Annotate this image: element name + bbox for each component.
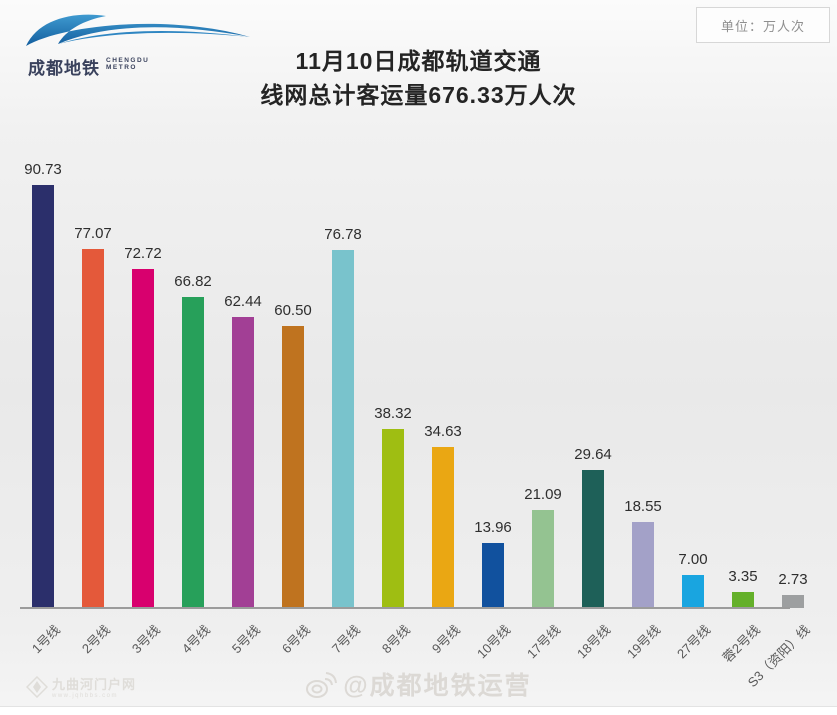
- value-label-17号线: 21.09: [524, 486, 562, 503]
- bar-slot-6号线: 60.50 6号线: [268, 156, 318, 656]
- bar-9号线: [432, 447, 454, 608]
- value-label-6号线: 60.50: [274, 302, 312, 319]
- value-label-19号线: 18.55: [624, 498, 662, 515]
- bar-slot-5号线: 62.44 5号线: [218, 156, 268, 656]
- bar-17号线: [532, 510, 554, 608]
- unit-label: 单位：万人次: [720, 18, 805, 34]
- value-label-27号线: 7.00: [678, 551, 708, 568]
- bar-1号线: [32, 185, 54, 608]
- bar-slot-19号线: 18.55 19号线: [618, 156, 668, 661]
- unit-label-box: 单位：万人次: [696, 7, 830, 43]
- x-axis-label-19号线: 19号线: [623, 622, 663, 662]
- bar-slot-S3（资阳）线: 2.73 S3（资阳）线: [745, 156, 818, 690]
- portal-logo-icon: [26, 675, 48, 698]
- bar-slot-27号线: 7.00 27号线: [668, 156, 718, 661]
- x-axis-label-6号线: 6号线: [278, 622, 313, 657]
- bar-slot-7号线: 76.78 7号线: [318, 156, 368, 656]
- value-label-18号线: 29.64: [574, 446, 612, 463]
- x-axis-label-8号线: 8号线: [378, 622, 413, 657]
- x-axis-label-18号线: 18号线: [573, 622, 613, 662]
- x-axis-label-蓉2号线: 蓉2号线: [719, 622, 763, 666]
- bar-27号线: [682, 575, 704, 608]
- x-axis-line: [20, 607, 790, 609]
- x-axis-label-2号线: 2号线: [78, 622, 113, 657]
- logo-chinese-text: 成都地铁: [28, 59, 100, 78]
- portal-watermark: 九曲河门户网 www.jqhbbs.com: [26, 674, 136, 699]
- chart-title: 11月10日成都轨道交通 线网总计客运量676.33万人次: [0, 44, 837, 112]
- bar-slot-4号线: 66.82 4号线: [168, 156, 218, 656]
- weibo-watermark-text: @成都地铁运营: [343, 672, 532, 700]
- chart-title-line1: 11月10日成都轨道交通: [295, 48, 542, 74]
- bar-slot-17号线: 21.09 17号线: [518, 156, 568, 661]
- value-label-3号线: 72.72: [124, 245, 162, 262]
- x-axis-label-10号线: 10号线: [473, 622, 513, 662]
- value-label-1号线: 90.73: [24, 161, 62, 178]
- bar-slot-18号线: 29.64 18号线: [568, 156, 618, 661]
- bar-slot-2号线: 77.07 2号线: [68, 156, 118, 656]
- bar-8号线: [382, 429, 404, 608]
- bar-3号线: [132, 269, 154, 608]
- weibo-icon: [306, 672, 338, 698]
- weibo-watermark: @成都地铁运营: [0, 666, 837, 702]
- bar-4号线: [182, 297, 204, 608]
- value-label-S3（资阳）线: 2.73: [778, 571, 808, 588]
- x-axis-label-9号线: 9号线: [428, 622, 463, 657]
- metro-swoosh-icon: [26, 14, 250, 46]
- bar-19号线: [632, 522, 654, 608]
- bar-5号线: [232, 317, 254, 608]
- bar-6号线: [282, 326, 304, 608]
- bar-18号线: [582, 470, 604, 608]
- chengdu-metro-logo: 成都地铁 CHENGDU METRO: [20, 10, 260, 79]
- portal-watermark-url: www.jqhbbs.com: [52, 693, 119, 699]
- bar-蓉2号线: [732, 592, 754, 608]
- bar-S3（资阳）线: [782, 595, 804, 608]
- x-axis-label-27号线: 27号线: [673, 622, 713, 662]
- bar-chart-plot-area: 90.73 1号线 77.07 2号线 72.72 3号线 66.82 4号线 62.44 5号线…: [18, 156, 818, 690]
- x-axis-label-7号线: 7号线: [328, 622, 363, 657]
- chart-title-line2: 线网总计客运量676.33万人次: [260, 82, 577, 108]
- bar-slot-10号线: 13.96 10号线: [468, 156, 518, 661]
- bar-slot-3号线: 72.72 3号线: [118, 156, 168, 656]
- value-label-蓉2号线: 3.35: [728, 568, 758, 585]
- x-axis-label-4号线: 4号线: [178, 622, 213, 657]
- bar-slot-8号线: 38.32 8号线: [368, 156, 418, 656]
- value-label-7号线: 76.78: [324, 226, 362, 243]
- portal-watermark-text: 九曲河门户网: [52, 677, 137, 692]
- bar-slot-蓉2号线: 3.35 蓉2号线: [718, 156, 768, 665]
- value-label-9号线: 34.63: [424, 423, 462, 440]
- value-label-2号线: 77.07: [74, 225, 112, 242]
- bar-2号线: [82, 249, 104, 608]
- bar-10号线: [482, 543, 504, 608]
- x-axis-label-5号线: 5号线: [228, 622, 263, 657]
- x-axis-label-1号线: 1号线: [28, 622, 63, 657]
- x-axis-label-17号线: 17号线: [523, 622, 563, 662]
- logo-english-text: CHENGDU METRO: [106, 57, 150, 71]
- bottom-strip: [0, 706, 837, 715]
- bar-slot-9号线: 34.63 9号线: [418, 156, 468, 656]
- bar-slot-1号线: 90.73 1号线: [18, 156, 68, 656]
- value-label-5号线: 62.44: [224, 293, 262, 310]
- value-label-4号线: 66.82: [174, 273, 212, 290]
- value-label-8号线: 38.32: [374, 405, 412, 422]
- value-label-10号线: 13.96: [474, 519, 512, 536]
- x-axis-label-3号线: 3号线: [128, 622, 163, 657]
- bar-7号线: [332, 250, 354, 608]
